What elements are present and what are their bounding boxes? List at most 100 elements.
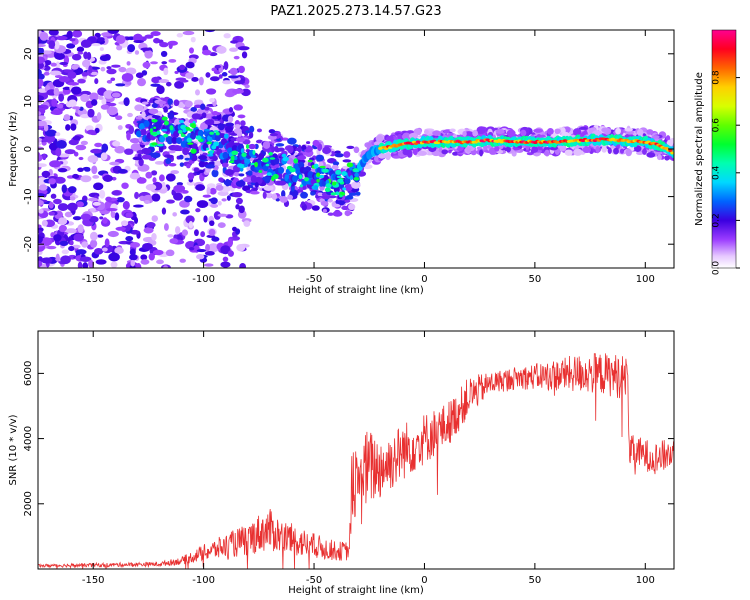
spectrogram-blob — [151, 215, 159, 222]
spectrogram-blob — [128, 125, 135, 135]
spectrogram-blob — [287, 137, 297, 145]
spectrogram-blob — [151, 142, 158, 146]
spectrogram-blob — [205, 164, 216, 169]
spectrogram-blob — [134, 50, 140, 55]
spectrogram-blob — [89, 231, 98, 241]
spectrogram-blob — [200, 103, 206, 111]
spectrogram-blob — [187, 172, 195, 180]
spectrogram-blob — [235, 197, 243, 205]
spectrogram-blob — [554, 128, 561, 135]
spectrogram-blob — [38, 152, 41, 162]
spectrogram-blob — [82, 262, 89, 268]
spectrogram-blob — [69, 99, 77, 107]
spectrogram-blob — [244, 84, 250, 89]
spectrogram-blob — [203, 128, 210, 132]
spectrogram-blob — [235, 180, 246, 187]
spectrogram-blob — [222, 256, 229, 262]
spectrogram-blob — [217, 200, 222, 206]
spectrogram-blob — [344, 177, 351, 185]
spectrogram-blob — [204, 263, 214, 267]
spectrogram-blob — [202, 194, 212, 198]
spectrogram-blob — [142, 61, 151, 69]
spectrogram-blob — [57, 167, 68, 173]
spectrogram-blob — [342, 159, 352, 163]
spectrogram-blob — [275, 143, 285, 147]
spectrogram-blob — [432, 130, 441, 136]
spectrogram-blob — [211, 144, 217, 150]
spectrogram-blob — [77, 167, 84, 172]
spectrogram-blob — [132, 204, 144, 208]
spectrogram-blob — [209, 131, 215, 135]
spectrogram-blob — [333, 186, 340, 194]
spectrogram-blob — [38, 235, 43, 244]
spectrogram-blob — [256, 128, 262, 133]
spectrogram-blob — [327, 198, 333, 203]
spectrogram-blob — [140, 47, 152, 51]
spectrogram-blob — [41, 219, 48, 227]
top-x-tick-label: 0 — [421, 274, 427, 285]
spectrogram-blob — [59, 61, 69, 66]
spectrogram-blob — [234, 155, 238, 161]
spectrogram-blob — [320, 201, 329, 206]
bottom-x-tick-label: 100 — [636, 575, 655, 586]
spectrogram-blob — [664, 155, 670, 161]
spectrogram-blob — [145, 183, 157, 191]
spectrogram-blob — [87, 197, 99, 202]
spectrogram-blob — [136, 177, 147, 184]
spectrogram-blob — [126, 131, 131, 141]
spectrogram-blob — [168, 162, 177, 167]
spectrogram-blob — [302, 185, 307, 190]
spectrogram-blob — [269, 157, 276, 160]
spectrogram-blob — [462, 130, 467, 137]
spectrogram-blob — [88, 216, 99, 223]
spectrogram-blob — [151, 115, 161, 119]
spectrogram-blob — [293, 158, 299, 164]
spectrogram-blob — [190, 36, 196, 43]
spectrogram-blob — [218, 177, 224, 183]
spectrogram-blob — [174, 70, 179, 75]
spectrogram-blob — [92, 175, 100, 179]
top-x-tick-label: -50 — [306, 274, 322, 285]
spectrogram-blob — [211, 110, 219, 116]
spectrogram-blob — [123, 97, 130, 107]
spectrogram-blob — [156, 131, 161, 135]
spectrogram-blob — [572, 128, 582, 136]
spectrogram-blob — [300, 201, 305, 207]
spectrogram-blob — [601, 145, 608, 153]
spectrogram-blob — [225, 126, 233, 133]
spectrogram-blob — [163, 67, 169, 76]
top-x-axis: -150 -100 -50 0 50 100 — [82, 30, 655, 285]
spectrogram-blob — [267, 134, 277, 141]
spectrogram-blob — [205, 72, 211, 78]
spectrogram-blob — [339, 194, 343, 198]
spectrogram-blob — [174, 80, 185, 89]
spectrogram-blob — [646, 151, 656, 158]
spectrogram-blob — [198, 76, 204, 86]
spectrogram-blob — [65, 228, 77, 234]
spectrogram-blob — [109, 161, 121, 166]
spectrogram-blob — [228, 75, 239, 79]
spectrogram-blob — [441, 149, 449, 155]
top-y-tick-label: -20 — [23, 236, 34, 252]
spectrogram-blob — [121, 72, 134, 82]
spectrogram-blob — [38, 78, 44, 88]
spectrogram-blob — [100, 152, 108, 161]
spectrogram-blob — [151, 103, 158, 109]
spectrogram-blob — [176, 137, 183, 145]
spectrogram-blob — [331, 203, 341, 208]
spectrogram-blob — [331, 181, 337, 186]
spectrogram-blob — [184, 195, 193, 203]
spectrogram-blob — [204, 118, 215, 126]
spectrogram-blob — [223, 133, 229, 139]
spectrogram-blob — [209, 187, 217, 195]
spectrogram-blob — [48, 176, 58, 180]
spectrogram-blob — [273, 157, 280, 165]
spectrogram-blob — [222, 80, 232, 85]
spectrogram-blob — [80, 175, 92, 183]
spectrogram-blob — [353, 146, 360, 154]
spectrogram-blob — [220, 261, 231, 268]
spectrogram-blob — [126, 61, 131, 66]
spectrogram-blob — [222, 151, 229, 159]
spectrogram-blob — [160, 50, 168, 58]
bottom-x-tick-label: 0 — [421, 575, 427, 586]
